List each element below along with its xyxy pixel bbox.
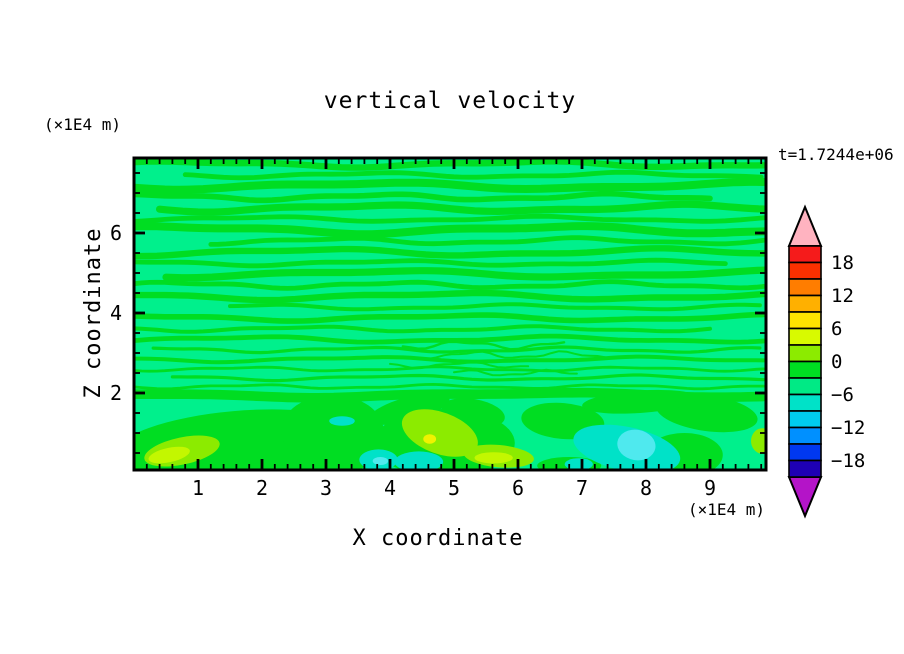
colorbar-segment bbox=[788, 327, 822, 346]
contour-band bbox=[453, 368, 578, 377]
y-tick-label: 2 bbox=[110, 381, 122, 405]
x-tick-label: 8 bbox=[640, 476, 652, 500]
y-tick-label: 6 bbox=[110, 221, 122, 245]
x-tick-label: 7 bbox=[576, 476, 588, 500]
contour-band bbox=[134, 245, 766, 260]
contour-band bbox=[134, 324, 712, 334]
contour-blob-chartreuse bbox=[401, 409, 478, 457]
contour-band bbox=[170, 373, 766, 383]
colorbar-label: −18 bbox=[831, 450, 865, 472]
colorbar-segment bbox=[788, 426, 822, 445]
tick-labels: 1 2 3 4 5 6 7 8 9 2 4 6 bbox=[110, 221, 716, 500]
contour-band bbox=[134, 257, 728, 269]
colorbar: 18 12 6 0 −6 −12 −18 bbox=[787, 204, 865, 519]
contour-band bbox=[427, 350, 606, 360]
contour-blob-green bbox=[281, 395, 384, 467]
colorbar-segment bbox=[788, 294, 822, 313]
contour-band bbox=[182, 169, 764, 181]
colorbar-segment bbox=[788, 393, 822, 412]
contour-blob-cyan bbox=[372, 457, 389, 465]
contour-band bbox=[134, 311, 766, 324]
contour-band bbox=[134, 213, 766, 224]
colorbar-under-arrow bbox=[787, 476, 823, 519]
contour-band bbox=[134, 190, 713, 204]
contour-band bbox=[134, 177, 766, 194]
contour-blob-yellow bbox=[423, 434, 437, 444]
colorbar-segment bbox=[788, 344, 822, 363]
contour-band bbox=[134, 387, 766, 403]
x-tick-label: 3 bbox=[320, 476, 332, 500]
figure-title: vertical velocity bbox=[323, 88, 577, 114]
contour-band bbox=[134, 158, 766, 171]
axis-ticks bbox=[134, 158, 766, 470]
colorbar-over-arrow bbox=[787, 204, 823, 247]
x-tick-label: 1 bbox=[192, 476, 204, 500]
contour-band bbox=[162, 266, 766, 282]
y-axis-unit-label: (×1E4 m) bbox=[44, 115, 122, 134]
contour-band bbox=[134, 279, 766, 291]
colorbar-segment bbox=[788, 443, 822, 462]
plot-field bbox=[134, 158, 766, 470]
x-tick-label: 6 bbox=[512, 476, 524, 500]
contour-band bbox=[208, 235, 766, 247]
contour-blob-turquoise bbox=[394, 451, 444, 470]
x-tick-label: 5 bbox=[448, 476, 460, 500]
contour-band bbox=[134, 354, 766, 365]
colorbar-label: 6 bbox=[831, 318, 842, 340]
contour-band bbox=[401, 340, 566, 351]
contour-blob-yellow_green bbox=[148, 446, 190, 464]
colorbar-label: 0 bbox=[831, 351, 842, 373]
contour-band bbox=[134, 365, 766, 373]
contour-blob-turquoise bbox=[564, 458, 593, 470]
contour-band bbox=[134, 289, 766, 304]
x-axis-title: X coordinate bbox=[352, 526, 524, 551]
colorbar-segment bbox=[788, 410, 822, 429]
x-tick-label: 4 bbox=[384, 476, 396, 500]
colorbar-segment bbox=[788, 278, 822, 297]
x-tick-label: 9 bbox=[704, 476, 716, 500]
contour-band bbox=[228, 302, 762, 312]
x-axis-unit-label: (×1E4 m) bbox=[688, 500, 766, 519]
x-tick-label: 2 bbox=[256, 476, 268, 500]
colorbar-label: −12 bbox=[831, 417, 865, 439]
contour-blob-yellow_green bbox=[474, 452, 513, 464]
contour-blob-chartreuse bbox=[751, 428, 766, 454]
contour-band bbox=[134, 333, 766, 345]
contour-blob-turquoise bbox=[329, 416, 355, 426]
colorbar-labels: 18 12 6 0 −6 −12 −18 bbox=[831, 252, 865, 472]
colorbar-segment bbox=[788, 245, 822, 264]
colorbar-segment bbox=[788, 311, 822, 330]
contour-band bbox=[134, 222, 766, 239]
colorbar-label: 12 bbox=[831, 285, 854, 307]
contour-band bbox=[389, 361, 530, 370]
y-tick-label: 4 bbox=[110, 301, 122, 325]
contour-band bbox=[151, 345, 762, 355]
colorbar-label: 18 bbox=[831, 252, 854, 274]
contour-blob-green bbox=[368, 393, 450, 425]
contour-blob-cyan bbox=[617, 429, 656, 461]
time-stamp-label: t=1.7244e+06 bbox=[778, 145, 894, 164]
colorbar-segment bbox=[788, 360, 822, 379]
colorbar-segment bbox=[788, 459, 822, 478]
contour-band bbox=[134, 382, 766, 391]
contour-blob-green bbox=[249, 453, 365, 470]
colorbar-segment bbox=[788, 377, 822, 396]
colorbar-label: −6 bbox=[831, 384, 854, 406]
colorbar-segment bbox=[788, 261, 822, 280]
contour-band bbox=[156, 200, 766, 216]
